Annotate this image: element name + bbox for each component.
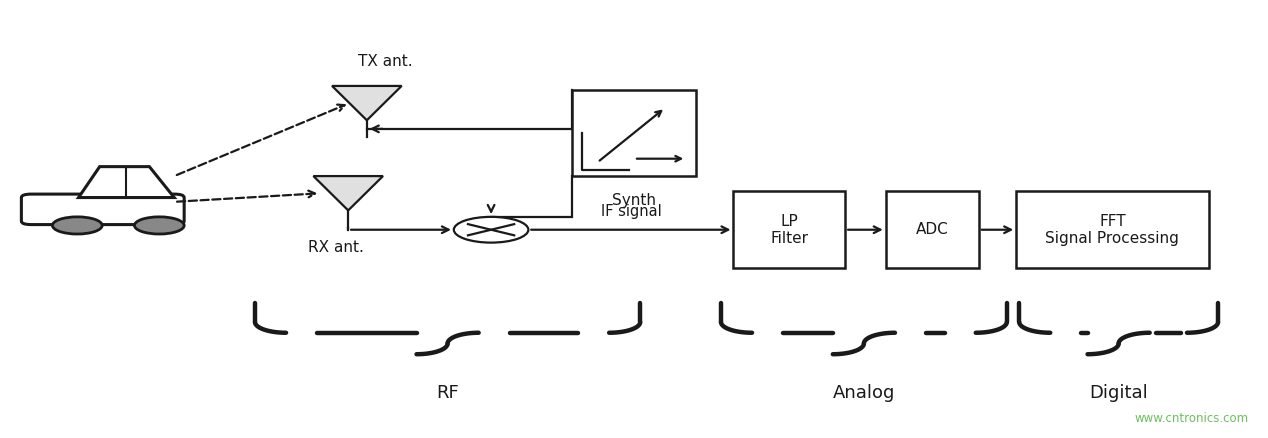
- Text: Digital: Digital: [1089, 384, 1148, 402]
- Polygon shape: [79, 166, 174, 198]
- Text: FFT
Signal Processing: FFT Signal Processing: [1046, 214, 1179, 246]
- Text: Synth: Synth: [612, 193, 656, 208]
- Bar: [1016, 191, 1208, 268]
- FancyBboxPatch shape: [22, 194, 184, 225]
- Text: IF signal: IF signal: [601, 204, 662, 219]
- Text: Analog: Analog: [833, 384, 895, 402]
- Circle shape: [454, 217, 529, 243]
- Polygon shape: [313, 176, 383, 210]
- Text: www.cntronics.com: www.cntronics.com: [1135, 412, 1249, 425]
- Bar: [885, 191, 979, 268]
- Bar: [572, 90, 696, 176]
- Circle shape: [134, 217, 184, 234]
- Polygon shape: [332, 86, 402, 120]
- Circle shape: [52, 217, 103, 234]
- Text: RX ant.: RX ant.: [308, 240, 364, 255]
- Text: TX ant.: TX ant.: [358, 54, 413, 69]
- Text: RF: RF: [436, 384, 459, 402]
- Text: LP
Filter: LP Filter: [771, 214, 808, 246]
- Text: ADC: ADC: [915, 222, 948, 237]
- Bar: [733, 191, 846, 268]
